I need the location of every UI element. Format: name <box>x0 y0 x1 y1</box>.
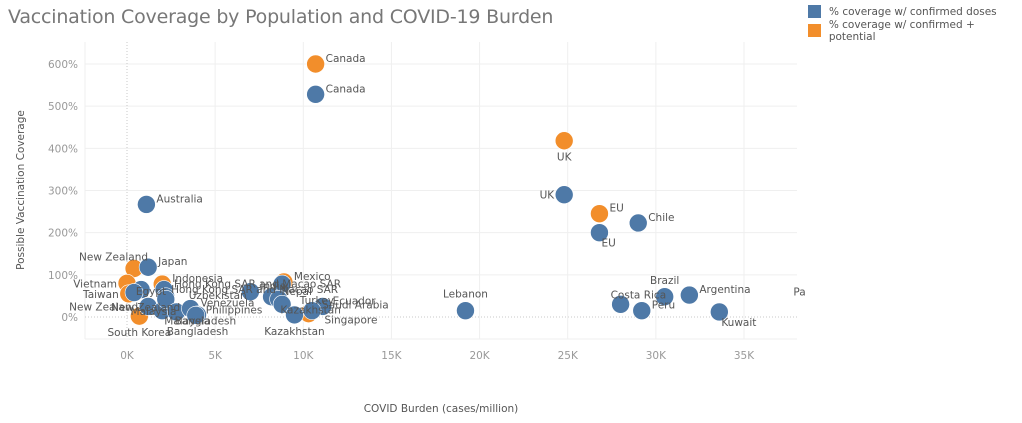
point-label: Ecuador <box>333 295 377 307</box>
point-label: New Zealand <box>69 301 138 313</box>
x-tick-label: 35K <box>734 350 755 362</box>
data-point-confirmed[interactable] <box>302 301 322 320</box>
data-point-confirmed[interactable] <box>306 85 325 104</box>
legend-item-potential[interactable]: % coverage w/ confirmed + potential <box>808 18 1022 43</box>
legend-swatch-confirmed <box>808 5 821 18</box>
point-label: Costa Rica <box>611 289 667 301</box>
point-label: Argentina <box>699 284 750 296</box>
point-label: Bangladesh <box>167 326 229 338</box>
point-label: Indonesia <box>172 273 223 285</box>
annotation-label: Bangladesh <box>175 315 237 327</box>
data-point-confirmed[interactable] <box>285 305 304 325</box>
point-label: EU <box>601 238 615 250</box>
annotation-label: Egypt <box>136 286 166 298</box>
point-label: EU <box>609 203 623 215</box>
x-axis-title: COVID Burden (cases/million) <box>364 403 519 415</box>
data-point-confirmed[interactable] <box>241 282 260 302</box>
point-label: Nepal <box>282 286 312 298</box>
x-tick-label: 15K <box>381 350 402 362</box>
point-label: Philippines <box>206 304 263 316</box>
data-point-confirmed[interactable] <box>156 289 176 309</box>
data-point-potential[interactable] <box>590 204 609 223</box>
annotation-label: Turkey <box>299 295 334 307</box>
data-point-confirmed[interactable] <box>272 295 292 314</box>
annotation-label: New Zealand <box>111 302 180 314</box>
point-label: Kazakhstan <box>264 326 325 338</box>
x-tick-label: 30K <box>646 350 667 362</box>
x-axis: 0K 5K 10K 15K 20K 25K 30K 35K <box>120 350 755 362</box>
legend-item-confirmed[interactable]: % coverage w/ confirmed doses <box>808 2 1022 21</box>
point-label: Saudi Arabia <box>322 300 389 312</box>
data-point-confirmed[interactable] <box>138 257 158 277</box>
point-label: Brazil <box>650 275 679 287</box>
data-point-confirmed[interactable] <box>710 302 729 322</box>
annotation-label: Malaysia <box>131 306 177 318</box>
legend-label-potential: % coverage w/ confirmed + potential <box>828 18 975 43</box>
legend-swatch-potential <box>808 24 821 37</box>
point-label: Canada <box>326 53 366 65</box>
data-points <box>117 54 729 326</box>
y-tick-label: 300% <box>48 186 78 198</box>
x-tick-label: 25K <box>558 350 579 362</box>
annotation-label: Singapore <box>324 315 377 327</box>
point-label: Japan <box>157 256 187 268</box>
data-point-confirmed[interactable] <box>611 295 630 314</box>
point-label: UK <box>557 152 573 164</box>
chart-title: Vaccination Coverage by Population and C… <box>8 6 554 28</box>
point-label: India <box>260 281 286 293</box>
point-label: Canada <box>326 83 366 95</box>
annotation-label: Pa <box>793 287 805 299</box>
x-tick-label: 10K <box>293 350 314 362</box>
annotation-label: Hong Kong SAR and Macao SAR <box>171 284 338 296</box>
data-point-confirmed[interactable] <box>456 301 475 320</box>
point-label: Hong Kong SAR and Macao SAR <box>174 279 341 291</box>
point-label: Taiwan <box>82 289 119 301</box>
x-tick-label: 20K <box>469 350 490 362</box>
data-point-confirmed[interactable] <box>137 195 156 214</box>
point-label: Chile <box>648 212 674 224</box>
point-label: South Korea <box>108 327 172 339</box>
data-point-confirmed[interactable] <box>554 185 574 205</box>
x-tick-label: 5K <box>208 350 223 362</box>
y-tick-label: 200% <box>48 228 78 240</box>
x-tick-label: 0K <box>120 350 135 362</box>
data-point-confirmed[interactable] <box>124 283 144 302</box>
point-label: Venezuela <box>200 298 254 310</box>
point-label: UK <box>540 190 556 202</box>
y-axis: 0% 100% 200% 300% 400% 500% 600% <box>48 59 78 324</box>
y-tick-label: 500% <box>48 101 78 113</box>
data-point-confirmed[interactable] <box>632 301 652 320</box>
point-label: Malaysia <box>164 316 210 328</box>
data-point-potential[interactable] <box>306 54 325 74</box>
point-label: Kuwait <box>721 317 756 329</box>
point-label: New Zealand <box>79 252 148 264</box>
legend: % coverage w/ confirmed doses % coverage… <box>808 2 1022 43</box>
y-tick-label: 400% <box>48 143 78 155</box>
annotation-label: Kazakhstan <box>280 304 341 316</box>
data-point-confirmed[interactable] <box>590 223 609 242</box>
legend-label-confirmed: % coverage w/ confirmed doses <box>829 5 997 18</box>
data-point-confirmed[interactable] <box>655 287 674 307</box>
data-point-potential[interactable] <box>554 131 574 151</box>
y-tick-label: 100% <box>48 270 78 282</box>
data-point-confirmed[interactable] <box>628 213 648 233</box>
y-tick-label: 0% <box>61 312 78 324</box>
data-point-confirmed[interactable] <box>680 285 699 305</box>
point-label: Lebanon <box>443 289 488 301</box>
point-label: Australia <box>156 193 202 205</box>
grid <box>84 42 797 340</box>
y-tick-label: 600% <box>48 59 78 71</box>
annotation-label: Uzbekistan <box>189 290 247 302</box>
data-point-confirmed[interactable] <box>186 306 206 325</box>
point-label: Mexico <box>294 271 331 283</box>
point-label: Peru <box>652 300 675 312</box>
point-label: Vietnam <box>73 278 117 290</box>
y-axis-title: Possible Vaccination Coverage <box>15 110 27 270</box>
